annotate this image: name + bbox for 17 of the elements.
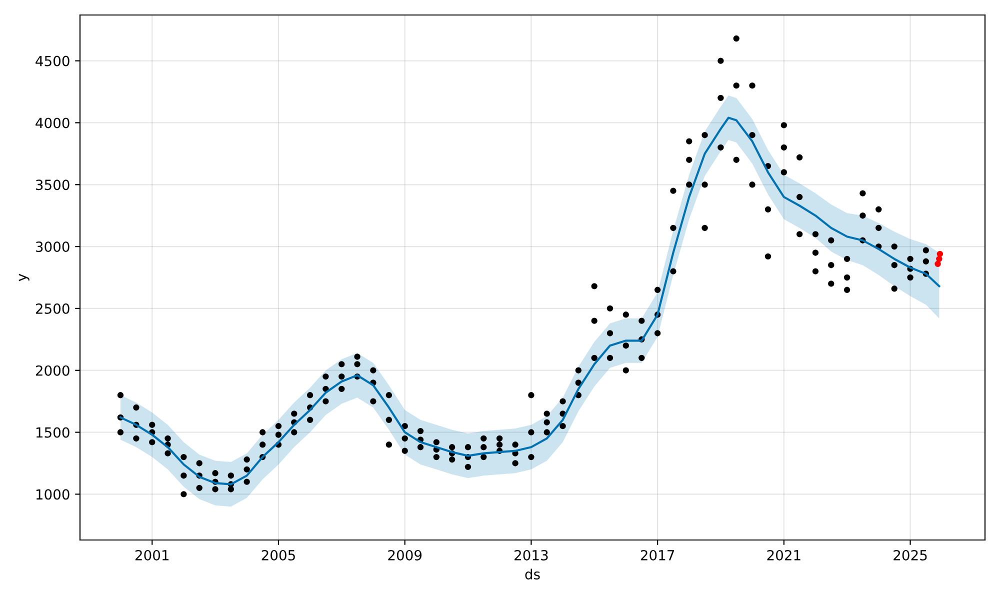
x-axis-title: ds: [525, 568, 540, 580]
x-tick-label: 2017: [640, 550, 674, 560]
y-tick-label: 2000: [36, 365, 70, 376]
x-tick-label: 2001: [135, 550, 169, 560]
y-tick-label: 4000: [36, 118, 70, 128]
y-tick-label: 3000: [36, 242, 70, 252]
x-tick-label: 2009: [388, 550, 422, 560]
y-tick-label: 4500: [36, 56, 70, 66]
x-tick-label: 2025: [894, 550, 927, 560]
y-tick-label: 2500: [36, 303, 70, 314]
y-tick-label: 1500: [36, 427, 70, 438]
x-tick-label: 2005: [262, 550, 295, 560]
x-tick-label: 2013: [514, 550, 548, 560]
y-tick-label: 1000: [36, 489, 70, 500]
y-axis-title: y: [18, 274, 30, 282]
x-tick-label: 2021: [767, 550, 800, 560]
y-tick-label: 3500: [36, 180, 70, 190]
